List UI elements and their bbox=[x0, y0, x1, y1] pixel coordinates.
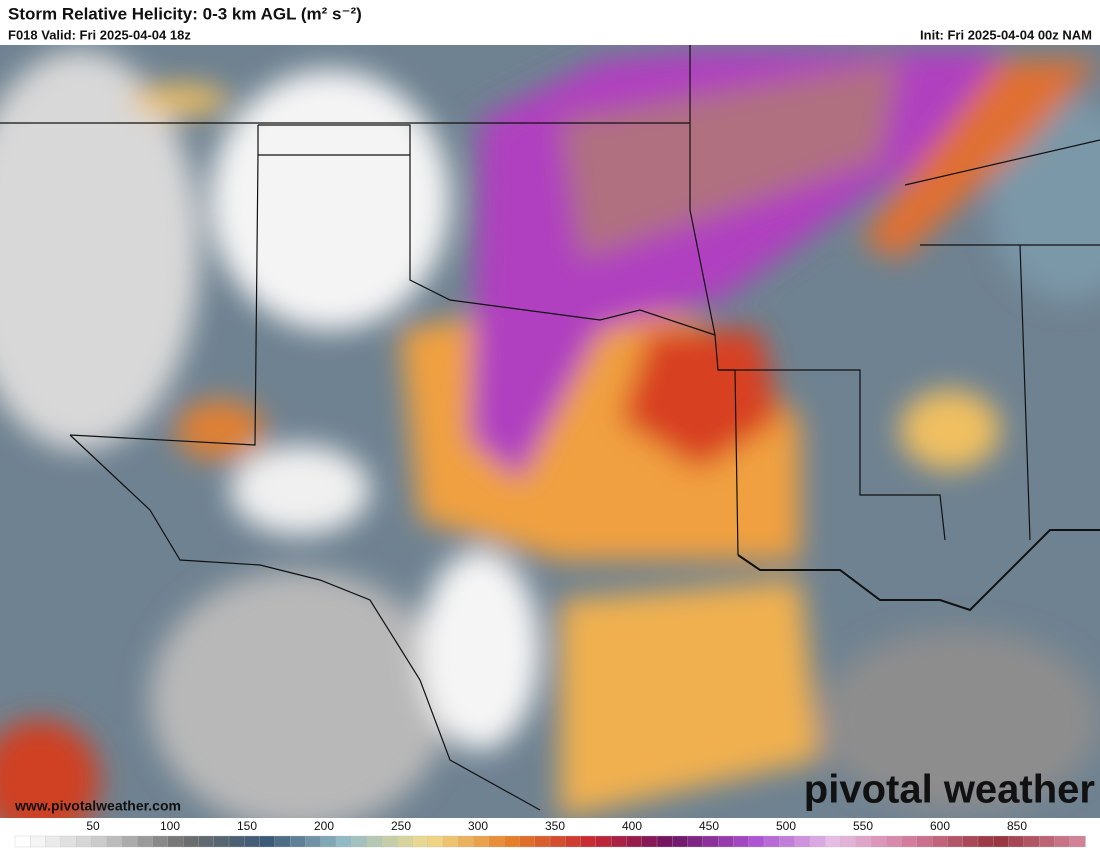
color-swatch bbox=[228, 835, 245, 848]
color-swatch bbox=[259, 835, 276, 848]
init-time: Init: Fri 2025-04-04 00z NAM bbox=[920, 27, 1092, 42]
color-swatch bbox=[595, 835, 612, 848]
color-swatch bbox=[320, 835, 337, 848]
map: www.pivotalweather.com pivotal weather bbox=[0, 45, 1100, 818]
colorbar-label: 550 bbox=[853, 819, 873, 833]
color-swatch bbox=[519, 835, 536, 848]
color-swatch bbox=[1038, 835, 1056, 848]
color-swatch bbox=[244, 835, 261, 848]
color-swatch bbox=[977, 835, 994, 848]
color-swatch bbox=[962, 835, 979, 848]
color-swatch bbox=[335, 835, 352, 848]
colorbar-label: 600 bbox=[930, 819, 950, 833]
color-swatch bbox=[182, 835, 200, 848]
valid-time: F018 Valid: Fri 2025-04-04 18z bbox=[8, 27, 191, 42]
colorbar-label: 400 bbox=[622, 819, 642, 833]
color-swatch bbox=[748, 835, 765, 848]
color-swatch bbox=[381, 835, 398, 848]
color-swatch bbox=[549, 835, 566, 848]
color-swatch bbox=[687, 835, 704, 848]
color-swatch bbox=[824, 835, 842, 848]
colorbar-label: 500 bbox=[776, 819, 796, 833]
color-swatch bbox=[488, 835, 505, 848]
color-swatch bbox=[717, 835, 735, 848]
colorbar-label: 250 bbox=[391, 819, 411, 833]
color-swatch bbox=[14, 835, 31, 848]
color-swatch bbox=[763, 835, 780, 848]
colorbar-label: 850 bbox=[1007, 819, 1027, 833]
color-swatch bbox=[993, 835, 1010, 848]
color-swatch bbox=[702, 835, 719, 848]
color-swatch bbox=[30, 835, 47, 848]
color-swatch bbox=[794, 835, 811, 848]
color-swatch bbox=[305, 835, 322, 848]
color-swatch bbox=[855, 835, 872, 848]
color-swatch bbox=[656, 835, 673, 848]
color-swatch bbox=[870, 835, 887, 848]
color-swatch bbox=[1054, 835, 1071, 848]
color-swatch bbox=[672, 835, 689, 848]
color-swatch bbox=[458, 835, 475, 848]
color-swatch bbox=[442, 835, 459, 848]
logo: pivotal weather bbox=[804, 768, 1095, 812]
color-swatch bbox=[366, 835, 383, 848]
color-swatch bbox=[626, 835, 643, 848]
color-swatch bbox=[779, 835, 796, 848]
color-swatch bbox=[91, 835, 108, 848]
color-swatch bbox=[886, 835, 903, 848]
colorbar: 50 100 150 200 250 300 350 400 450 500 550 600 850 bbox=[14, 819, 1086, 848]
color-swatch bbox=[121, 835, 138, 848]
color-swatch bbox=[427, 835, 444, 848]
color-swatch bbox=[137, 835, 154, 848]
colorbar-label: 200 bbox=[314, 819, 334, 833]
color-swatch bbox=[610, 835, 628, 848]
colorbar-label: 100 bbox=[160, 819, 180, 833]
color-swatch bbox=[503, 835, 521, 848]
colorbar-label: 50 bbox=[86, 819, 100, 833]
color-swatch bbox=[167, 835, 184, 848]
color-swatch bbox=[580, 835, 597, 848]
color-swatch bbox=[473, 835, 490, 848]
color-swatch bbox=[565, 835, 582, 848]
color-swatch bbox=[901, 835, 918, 848]
title: Storm Relative Helicity: 0-3 km AGL (m² … bbox=[8, 4, 362, 23]
colorbar-label: 350 bbox=[545, 819, 565, 833]
color-swatch bbox=[1008, 835, 1025, 848]
color-swatch bbox=[75, 835, 93, 848]
color-swatch bbox=[931, 835, 949, 848]
color-swatch bbox=[289, 835, 307, 848]
color-swatch bbox=[809, 835, 826, 848]
colorbar-label: 450 bbox=[699, 819, 719, 833]
color-swatch bbox=[106, 835, 123, 848]
color-swatch bbox=[412, 835, 429, 848]
colorbar-label: 150 bbox=[237, 819, 257, 833]
color-swatch bbox=[274, 835, 291, 848]
color-swatch bbox=[152, 835, 169, 848]
color-swatch bbox=[45, 835, 62, 848]
color-swatch bbox=[947, 835, 964, 848]
color-swatch bbox=[351, 835, 368, 848]
color-swatch bbox=[1023, 835, 1040, 848]
color-swatch bbox=[198, 835, 215, 848]
color-swatch bbox=[213, 835, 230, 848]
color-swatch bbox=[534, 835, 551, 848]
color-swatch bbox=[641, 835, 658, 848]
colorbar-label: 300 bbox=[468, 819, 488, 833]
color-swatch bbox=[840, 835, 857, 848]
website: www.pivotalweather.com bbox=[14, 798, 181, 814]
color-swatch bbox=[60, 835, 77, 848]
color-swatch bbox=[916, 835, 933, 848]
color-swatch bbox=[396, 835, 414, 848]
color-swatch bbox=[1069, 835, 1086, 848]
color-swatch bbox=[733, 835, 750, 848]
